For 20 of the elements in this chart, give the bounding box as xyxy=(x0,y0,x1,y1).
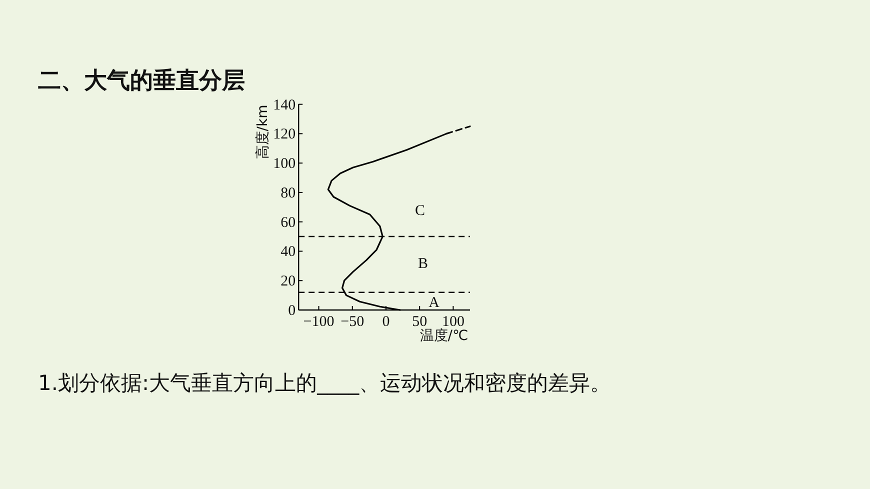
y-tick-label: 40 xyxy=(280,244,296,260)
y-tick-label: 0 xyxy=(288,303,296,319)
x-tick-label: −50 xyxy=(340,314,364,330)
x-tick-label: 50 xyxy=(412,314,428,330)
y-axis-title: 高度/km xyxy=(255,104,271,160)
y-tick-label: 120 xyxy=(273,126,296,143)
annotation: B xyxy=(418,256,428,272)
annotation: A xyxy=(428,295,440,311)
annotation: C xyxy=(414,203,426,219)
x-tick-label: 0 xyxy=(382,314,390,330)
chart-title: 二、大气的垂直分层 xyxy=(38,68,245,94)
y-tick-label: 60 xyxy=(280,214,296,231)
x-tick-label: 100 xyxy=(442,314,464,330)
y-tick-label: 100 xyxy=(273,156,296,172)
y-tick-label: 140 xyxy=(273,97,296,114)
text: 1.划分依据:大气垂直方向上的____、运动状况和密度的差异。 xyxy=(38,371,612,395)
x-tick-label: −100 xyxy=(303,314,334,330)
y-tick-label: 80 xyxy=(280,185,296,202)
x-axis-title: 温度/℃ xyxy=(420,328,468,344)
y-tick-label: 20 xyxy=(280,274,296,290)
